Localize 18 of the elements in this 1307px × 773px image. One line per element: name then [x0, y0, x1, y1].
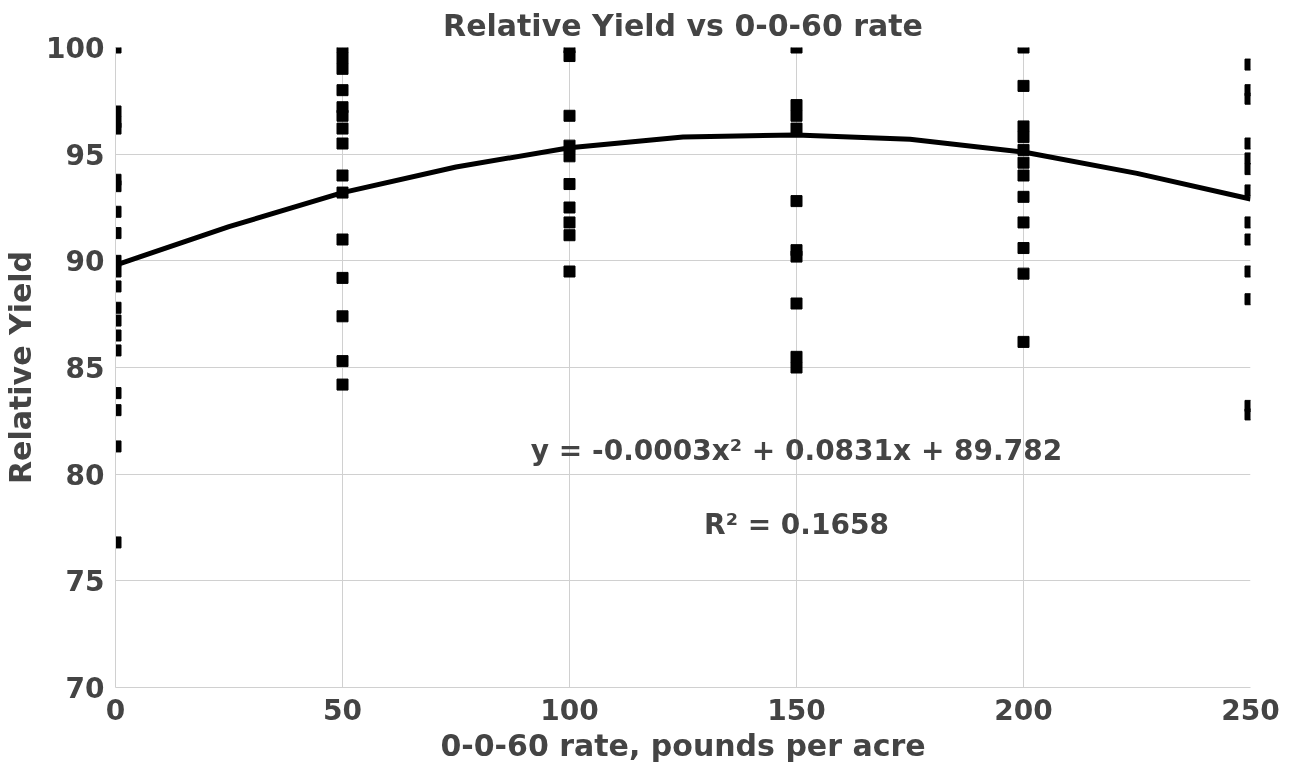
- y-tick-label: 85: [65, 352, 105, 385]
- chart-title: Relative Yield vs 0-0-60 rate: [443, 7, 923, 43]
- x-tick-label: 100: [540, 693, 599, 727]
- y-tick-label: 70: [65, 672, 105, 705]
- y-axis-title: Relative Yield: [3, 250, 39, 485]
- annotation: R² = 0.1658: [704, 507, 889, 541]
- x-axis-title: 0-0-60 rate, pounds per acre: [440, 727, 926, 763]
- x-tick-label: 250: [1221, 693, 1280, 727]
- y-tick-label: 80: [65, 458, 105, 492]
- x-tick-label: 200: [994, 693, 1053, 727]
- y-tick-label: 90: [65, 245, 105, 279]
- x-tick-label: 150: [767, 693, 826, 727]
- x-tick-label: 0: [105, 693, 126, 727]
- y-tick-label: 75: [65, 565, 105, 599]
- y-tick-label: 100: [46, 32, 105, 65]
- annotation: y = -0.0003x² + 0.0831x + 89.782: [530, 434, 1063, 468]
- x-tick-label: 50: [323, 693, 362, 727]
- y-tick-label: 95: [65, 138, 105, 172]
